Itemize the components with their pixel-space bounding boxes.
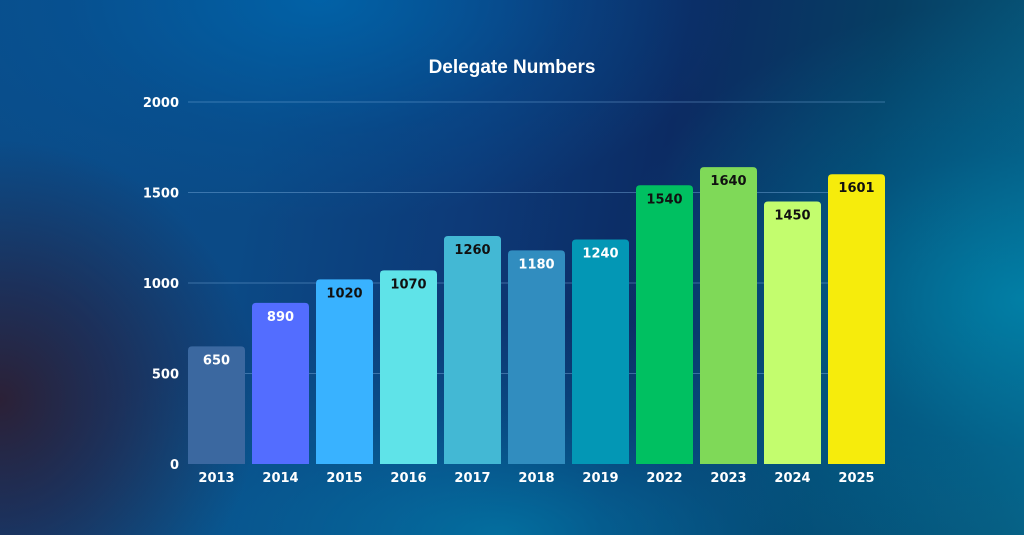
x-tick-label: 2024 bbox=[774, 471, 810, 486]
data-label: 890 bbox=[267, 310, 294, 325]
bar-2014 bbox=[252, 302, 309, 464]
y-tick-label: 1000 bbox=[143, 277, 179, 292]
data-label: 1070 bbox=[390, 277, 426, 292]
y-tick-label: 0 bbox=[170, 458, 179, 473]
bar-2018 bbox=[508, 250, 565, 464]
y-tick-label: 1500 bbox=[143, 187, 179, 202]
x-tick-label: 2016 bbox=[390, 471, 426, 486]
y-tick-label: 2000 bbox=[143, 96, 179, 111]
x-axis-ticks: 2013 2014 2015 2016 2017 2018 2019 2022 2023 2024… bbox=[198, 471, 874, 486]
data-label: 1640 bbox=[710, 174, 746, 189]
data-label: 650 bbox=[203, 353, 230, 368]
x-tick-label: 2022 bbox=[646, 471, 682, 486]
bar-2016 bbox=[380, 270, 437, 464]
x-tick-label: 2013 bbox=[198, 471, 234, 486]
data-label: 1240 bbox=[582, 247, 618, 262]
data-label: 1020 bbox=[326, 286, 362, 301]
x-tick-label: 2025 bbox=[838, 471, 874, 486]
bar-2022 bbox=[636, 185, 693, 464]
bars bbox=[188, 167, 885, 465]
x-tick-label: 2017 bbox=[454, 471, 490, 486]
chart-title: Delegate Numbers bbox=[429, 57, 596, 78]
bar-2023 bbox=[700, 167, 757, 464]
x-tick-label: 2018 bbox=[518, 471, 554, 486]
bar-2017 bbox=[444, 235, 501, 464]
bar-2013 bbox=[188, 346, 245, 464]
y-axis-ticks: 0 500 1000 1500 2000 bbox=[143, 96, 179, 473]
data-label: 1450 bbox=[774, 209, 810, 224]
data-label: 1601 bbox=[838, 181, 874, 196]
bar-2015 bbox=[316, 279, 373, 464]
x-tick-label: 2015 bbox=[326, 471, 362, 486]
x-tick-label: 2023 bbox=[710, 471, 746, 486]
bar-2025 bbox=[828, 174, 885, 464]
bar-2019 bbox=[572, 239, 629, 464]
data-label: 1540 bbox=[646, 192, 682, 207]
data-label: 1180 bbox=[518, 257, 554, 272]
y-tick-label: 500 bbox=[152, 368, 179, 383]
bar-2024 bbox=[764, 201, 821, 465]
x-tick-label: 2019 bbox=[582, 471, 618, 486]
x-tick-label: 2014 bbox=[262, 471, 298, 486]
data-label: 1260 bbox=[454, 243, 490, 258]
data-labels: 650 890 1020 1070 1260 1180 1240 1540 1640 1450 16… bbox=[203, 174, 875, 368]
